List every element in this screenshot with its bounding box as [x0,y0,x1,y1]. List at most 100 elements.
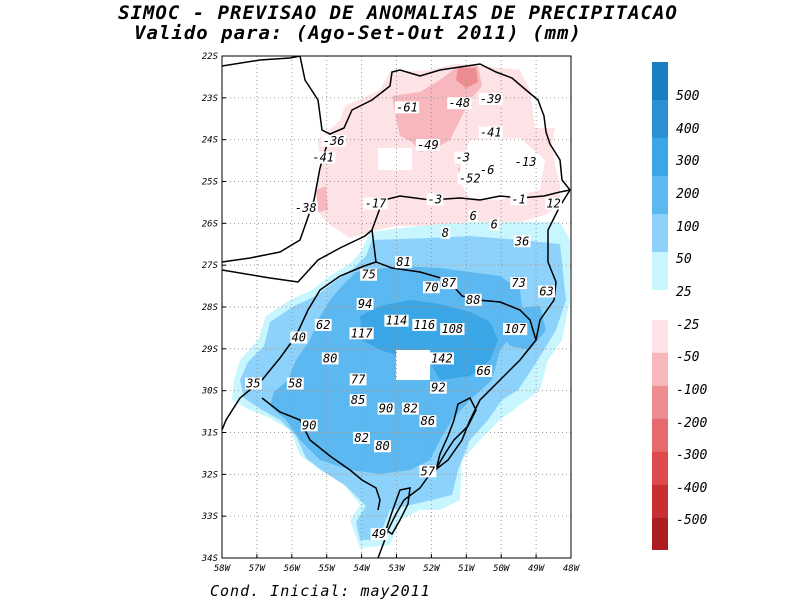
state-border-pr-sp [399,63,571,191]
initial-condition-label: Cond. Inicial: may2011 [210,582,431,600]
value-label-bg [245,377,262,390]
colorbar-segment [652,176,668,214]
colorbar-segment [652,418,668,452]
anomaly-value: 80 [323,351,337,365]
lat-tick-label: 23S [202,94,219,104]
value-label-bg [513,155,538,168]
value-label-bg [356,298,374,310]
value-label-bg [349,394,367,407]
value-label-bg [349,327,374,340]
lon-tick-label: 50W [493,564,511,574]
value-label-bg [286,377,304,390]
anomaly-value: -17 [365,197,387,211]
anomaly-value: 66 [477,364,491,378]
state-border-ms-pr [299,56,401,135]
anomaly-shading [232,64,570,548]
lon-tick-label: 52W [423,564,441,574]
lat-tick-label: 31S [201,429,219,439]
lat-tick-label: 22S [202,52,219,62]
colorbar-segment [652,138,668,176]
data-gap [396,350,430,380]
value-label-bg [510,277,528,290]
lon-tick-label: 57W [249,564,267,574]
lon-tick-label: 55W [319,564,337,574]
anomaly-value: -3 [456,151,470,165]
value-label-bg [402,402,419,415]
anomaly-value: 114 [386,314,408,328]
lat-tick-label: 30S [201,387,219,397]
anomaly-value: 117 [351,326,373,340]
value-label-bg [429,381,447,394]
anomaly-value: -13 [515,155,537,169]
value-label-bg [489,218,499,231]
colorbar-label: 300 [675,154,700,169]
anomaly-value: -41 [312,151,334,165]
lat-tick-label: 32S [201,470,219,480]
value-label-bg [293,201,318,214]
anomaly-value: 116 [414,318,436,332]
anomaly-value: 94 [358,297,372,311]
anomaly-value: 92 [431,381,445,395]
colorbar-segment [652,352,668,386]
colorbar-label: 50 [676,252,692,267]
anomaly-value: 40 [292,330,306,344]
value-label-bg [478,164,496,177]
value-label-bg [419,415,437,428]
anomaly-value: 85 [351,393,365,407]
anomaly-value-labels: -61 -48 -39 -41 -36 -49 -41 -3 -13 -6-52 -38 -17 -3 -… [245,92,562,541]
value-label-bg [513,235,531,248]
anomaly-value: 12 [546,197,560,211]
value-label-bg [415,139,441,152]
lon-tick-label: 48W [563,564,581,574]
value-label-bg [440,323,465,336]
value-label-bg [321,134,346,147]
colorbar-negative: -25 -50 -100 -200 -300 -400 -500 [652,318,707,550]
anomaly-value: -48 [448,96,470,110]
lat-tick-label: 24S [202,136,219,146]
colorbar-label: 500 [676,89,700,104]
colorbar-label: -500 [676,513,707,528]
lat-tick-label: 33S [201,512,219,522]
value-label-bg [314,318,332,331]
border-argentina-pr [222,229,373,283]
lagoa-mirim [385,487,411,536]
value-label-bg [440,277,458,290]
colorbar-segment [652,484,668,518]
anomaly-value: -3 [428,192,442,206]
anomaly-value: 6 [470,209,477,223]
anomaly-value: 75 [361,268,375,282]
value-label-bg [353,431,370,444]
lat-tick-label: 25S [202,178,219,188]
border-uruguay-south [261,397,381,511]
anomaly-value: -52 [459,172,481,186]
lon-tick-label: 54W [353,564,371,574]
anomaly-value: -49 [417,138,439,152]
colorbar-label: 200 [676,187,700,202]
anomaly-value: -36 [323,134,345,148]
anomaly-value: -41 [480,125,502,139]
value-label-bg [290,331,308,344]
value-label-bg [538,285,555,298]
colorbar-segment [652,252,668,290]
anomaly-value: 73 [511,276,525,290]
political-borders [222,56,571,558]
anomaly-value: 87 [442,276,457,290]
colorbar-label: -400 [676,481,707,496]
colorbar-label: -100 [676,383,707,398]
border-paraguay [222,56,301,67]
colorbar-label: -200 [676,416,707,431]
state-border-sc-rs [371,229,537,341]
colorbar-label: 100 [676,220,700,235]
value-label-bg [440,226,451,239]
lon-tick-label: 56W [284,564,302,574]
colorbar-segment [652,214,668,252]
colorbar-label: -50 [676,350,700,365]
anomaly-value: 107 [504,322,526,336]
anomaly-value: 49 [372,527,386,541]
value-label-bg [510,193,528,206]
lat-tick-label: 27S [202,261,219,271]
anomaly-value: 8 [442,226,449,240]
anomaly-value: 80 [375,439,389,453]
anomaly-value: 82 [354,431,368,445]
